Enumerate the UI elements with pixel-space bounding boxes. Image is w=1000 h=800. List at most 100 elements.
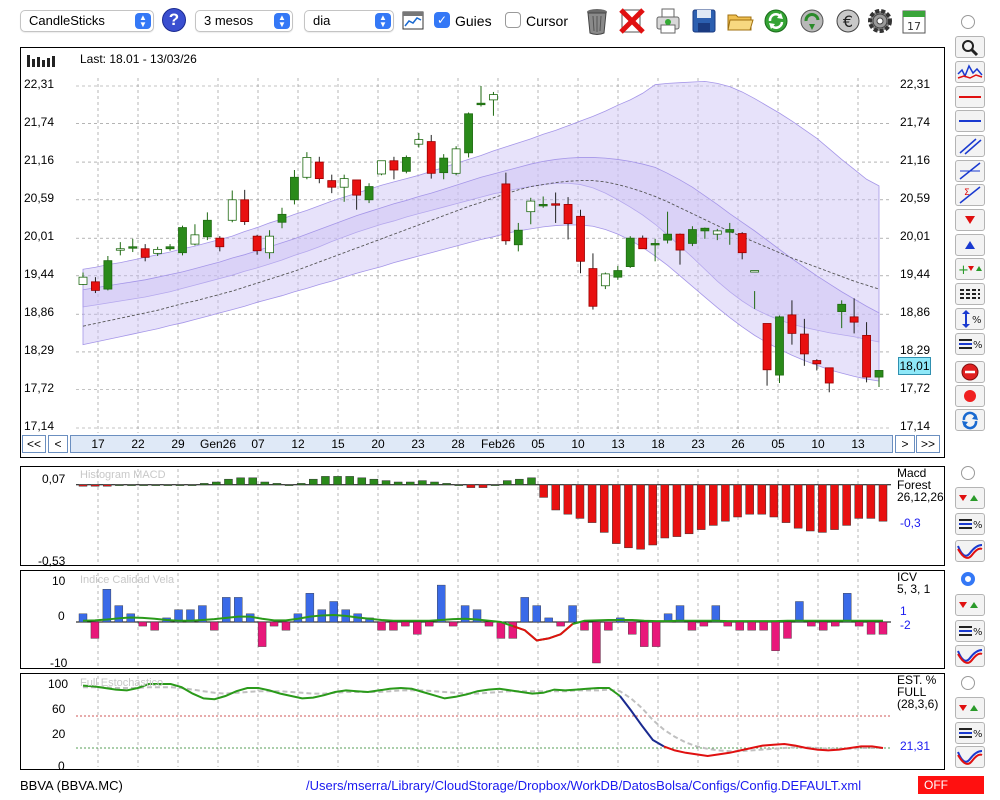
candle-body [377,160,386,175]
print-icon[interactable] [654,6,682,36]
candle [837,300,847,329]
calendar-icon[interactable]: 17 [900,6,928,36]
up-down-icon[interactable] [955,487,985,509]
price-tick-left: 20,01 [24,229,55,244]
bars-icon [26,53,58,67]
open-folder-icon[interactable] [726,6,754,36]
price-chart-panel[interactable] [20,47,945,458]
wave-icon[interactable] [955,540,985,562]
macd-bar [612,484,621,544]
zoom-icon[interactable] [955,36,985,58]
interval-select[interactable]: dia ▲ ▼ [304,10,394,32]
candle [153,246,163,257]
date-label: 28 [451,437,465,451]
macd-panel-radio[interactable] [961,466,975,480]
stop-icon[interactable] [955,361,985,383]
icv-bar [687,621,697,631]
candle [389,156,399,180]
percent-lines-icon[interactable]: % [955,722,985,744]
nav-last-button[interactable]: >> [916,435,940,453]
macd-bar [624,484,633,549]
horizontal-line-red-icon[interactable] [955,86,985,108]
date-scrollbar[interactable]: 17 22 29 Gen26 07 12 15 20 23 28 Feb26 05 10 13 18 23 26… [70,435,893,453]
macd-bar [175,484,185,486]
macd-bar [78,484,88,487]
date-label: 10 [571,437,585,451]
nav-prev-button[interactable]: < [48,435,68,453]
icv-panel-radio[interactable] [961,572,975,586]
period-select[interactable]: 3 mesos ▲ ▼ [195,10,293,32]
nav-first-button[interactable]: << [22,435,46,453]
toolbar: CandleSticks ▲ ▼ ? 3 mesos ▲ ▼ dia ▲ ▼ ✓ Gu… [0,0,1000,44]
horizontal-line-blue-icon[interactable] [955,110,985,132]
arrow-up-icon[interactable] [955,234,985,256]
calendar-day: 17 [907,20,921,33]
refresh-icon[interactable] [762,6,790,36]
candle-body [775,316,784,376]
trash-icon[interactable] [583,6,611,36]
candle [650,238,660,262]
save-icon[interactable] [690,6,718,36]
config-path-link[interactable]: /Users/mserra/Library/CloudStorage/Dropb… [306,778,862,793]
swap-icon[interactable] [955,409,985,431]
candle-body [190,234,200,245]
stoch-panel-radio[interactable] [961,676,975,690]
candle-body [364,186,374,201]
wave-icon[interactable] [955,645,985,667]
svg-text:%: % [972,315,982,326]
percent-range-icon[interactable]: % [955,308,985,330]
macd-bar [199,483,209,486]
lines-icon[interactable] [955,283,985,305]
settings-icon[interactable] [866,6,894,36]
percent-lines-icon[interactable]: % [955,333,985,355]
candle-body [178,227,187,254]
add-indicator-icon[interactable]: + [955,258,985,280]
ticker-label: BBVA (BBVA.MC) [20,778,123,793]
chart-window-icon[interactable] [402,10,424,32]
percent-lines-icon[interactable]: % [955,620,985,642]
channel-icon[interactable] [955,135,985,157]
currency-icon[interactable]: € [834,6,862,36]
chart-style-icon[interactable] [955,61,985,83]
icv-panel[interactable] [20,570,945,669]
candle [588,253,598,310]
up-down-icon[interactable] [955,594,985,616]
wave-icon[interactable] [955,746,985,768]
candle-body [426,141,436,174]
candle-body [339,178,349,188]
icv-bar [377,621,386,631]
icv-y-zero: 0 [58,609,65,623]
download-icon[interactable] [798,6,826,36]
icv-bar [222,597,231,623]
candle-body [625,237,635,267]
icv-bar [866,621,876,635]
arrow-down-icon[interactable] [955,209,985,231]
candle-body [140,248,150,258]
chevron-updown-icon: ▲ ▼ [375,13,391,29]
connection-status-badge[interactable]: OFF [918,776,984,794]
cursor-checkbox[interactable] [505,12,521,28]
price-tick-left: 19,44 [24,266,55,281]
trend-line-icon[interactable] [955,160,985,182]
macd-subtitle: Forest [897,478,932,492]
nav-next-button[interactable]: > [895,435,915,453]
help-icon[interactable]: ? [162,8,186,32]
stochastic-panel[interactable] [20,673,945,770]
chart-type-select[interactable]: CandleSticks ▲ ▼ [20,10,154,32]
macd-panel[interactable] [20,466,945,566]
candle-body [762,323,772,371]
fibonacci-icon[interactable]: Σ [955,184,985,206]
cursor-label: Cursor [526,13,569,29]
guides-checkbox[interactable]: ✓ [434,12,450,28]
guides-label: Guies [455,13,492,29]
date-label: 05 [531,437,545,451]
macd-bar [684,484,694,535]
main-panel-radio[interactable] [961,15,975,29]
up-down-icon[interactable] [955,697,985,719]
icv-bar [795,601,804,623]
current-price-badge: 18,01 [898,357,931,375]
percent-lines-icon[interactable]: % [955,513,985,535]
icv-bar [174,609,183,623]
record-icon[interactable] [955,385,985,407]
delete-icon[interactable] [618,6,646,36]
